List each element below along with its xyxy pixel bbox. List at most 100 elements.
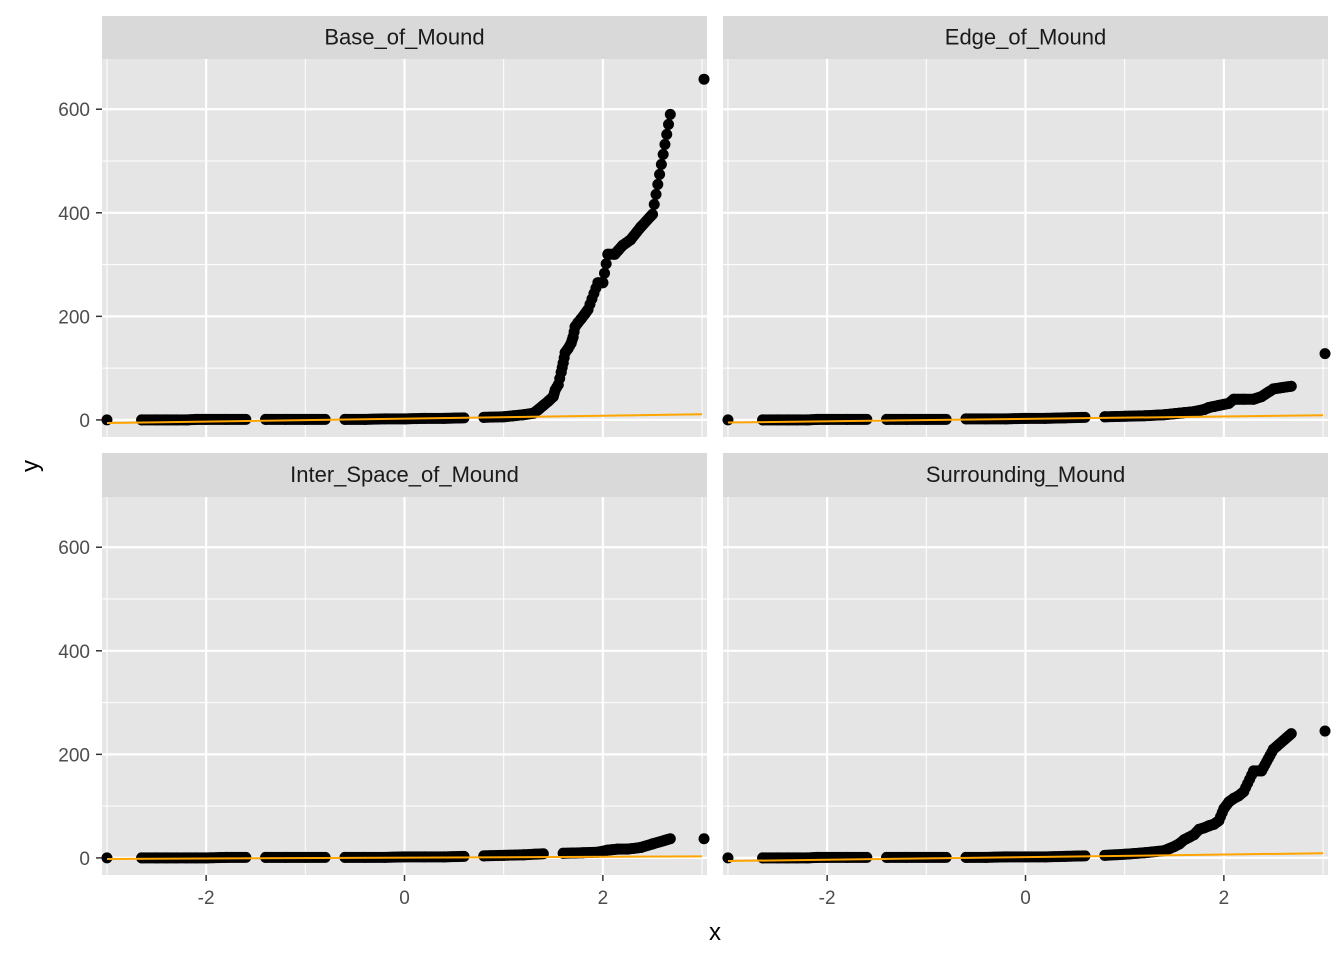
qq-reference-line [727,852,1324,863]
facet-strip [723,16,1328,59]
qq-point-fill [650,188,662,200]
qq-point [617,239,629,251]
qq-point [635,842,647,854]
qq-point [1319,348,1331,360]
qq-point [821,413,833,425]
qq-point [772,414,784,426]
qq-point-fill [600,258,612,270]
x-tick-label: -2 [198,888,215,909]
y-tick-label: 0 [79,849,90,870]
qq-point [160,414,172,426]
qq-point [646,838,658,850]
qq-point-fill [652,178,664,190]
panel-edge-of-mound: Edge_of_Mound [722,16,1331,437]
facet-title: Base_of_Mound [324,25,484,50]
qq-point [698,73,710,85]
qq-point [801,414,813,426]
qq-point [220,851,232,863]
qq-point [900,851,912,863]
qq-point [518,849,530,861]
facet-strip [102,16,707,59]
y-tick-label: 200 [58,307,90,328]
qq-point-fill [655,158,667,170]
qq-point-fill [663,118,675,130]
qq-reference-line [106,855,703,860]
qq-point [1188,406,1200,418]
qq-point [1238,393,1250,405]
qq-point [1248,765,1260,777]
x-axis-title: x [709,919,721,946]
qq-reference-line [106,413,703,425]
qq-point [1256,391,1268,403]
y-tick-label: 200 [58,745,90,766]
qq-point [220,413,232,425]
qq-point-fill [657,148,669,160]
qq-point [552,379,564,391]
qq-point [602,844,614,856]
qq-point [458,850,470,862]
qq-point [1285,728,1297,740]
y-axis: 0 200 400 600 0 200 400 600 [58,100,102,870]
y-tick-label: 0 [79,411,90,432]
qq-point [821,851,833,863]
qq-point [757,414,769,426]
qq-point [811,413,823,425]
qq-point [1267,743,1279,755]
panel-base-of-mound: Base_of_Mound [101,16,710,437]
qq-point [136,414,148,426]
qq-reference-line [727,414,1324,424]
qq-point [1285,380,1297,392]
qq-point [612,843,624,855]
y-axis-title: y [17,460,44,472]
facet-title: Surrounding_Mound [926,462,1125,487]
facet-strip [102,453,707,497]
qq-point [557,357,569,369]
qq-point [861,851,873,863]
qq-point [1099,411,1111,423]
qq-point [635,221,647,233]
qq-point [781,414,793,426]
qq-point [609,248,621,260]
qq-point [240,413,252,425]
qq-point [567,331,579,343]
y-tick-label: 600 [58,538,90,559]
qq-point [597,277,609,289]
qq-point [920,851,932,863]
qq-point [478,850,490,862]
qq-point [1228,393,1240,405]
qq-point [811,851,823,863]
qq-point [841,413,853,425]
qq-point [101,852,113,864]
facet-title: Inter_Space_of_Mound [290,462,519,487]
qq-point-fill [648,198,660,210]
qq-point [664,108,676,120]
qq-point [622,843,634,855]
facet-title: Edge_of_Mound [945,25,1106,50]
qq-point [698,833,710,845]
qq-point [170,414,182,426]
qq-point [582,304,594,316]
panel-inter-space-of-mound: Inter_Space_of_Mound [101,453,710,875]
qq-point [1256,765,1268,777]
qq-point [646,208,658,220]
x-tick-label: 2 [598,888,609,909]
qq-point [722,414,734,426]
qq-point [625,234,637,246]
qq-point [555,366,567,378]
qq-point-fill [659,138,671,150]
qq-point [1238,786,1250,798]
qq-point [791,414,803,426]
qq-point [772,852,784,864]
qq-point [1119,848,1131,860]
qq-point [200,413,212,425]
qq-point [881,413,893,425]
qq-point [791,852,803,864]
x-tick-label: 2 [1219,888,1230,909]
qq-point [1213,815,1225,827]
qq-point-fill [661,128,673,140]
qq-point [577,847,589,859]
qq-point [841,851,853,863]
qq-point [664,833,676,845]
panels: Base_of_Mound Edge_of_Mound Inter_Space_of… [101,16,1331,875]
